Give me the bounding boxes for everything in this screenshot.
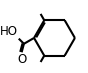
Text: O: O xyxy=(17,53,26,66)
Text: HO: HO xyxy=(0,25,18,38)
